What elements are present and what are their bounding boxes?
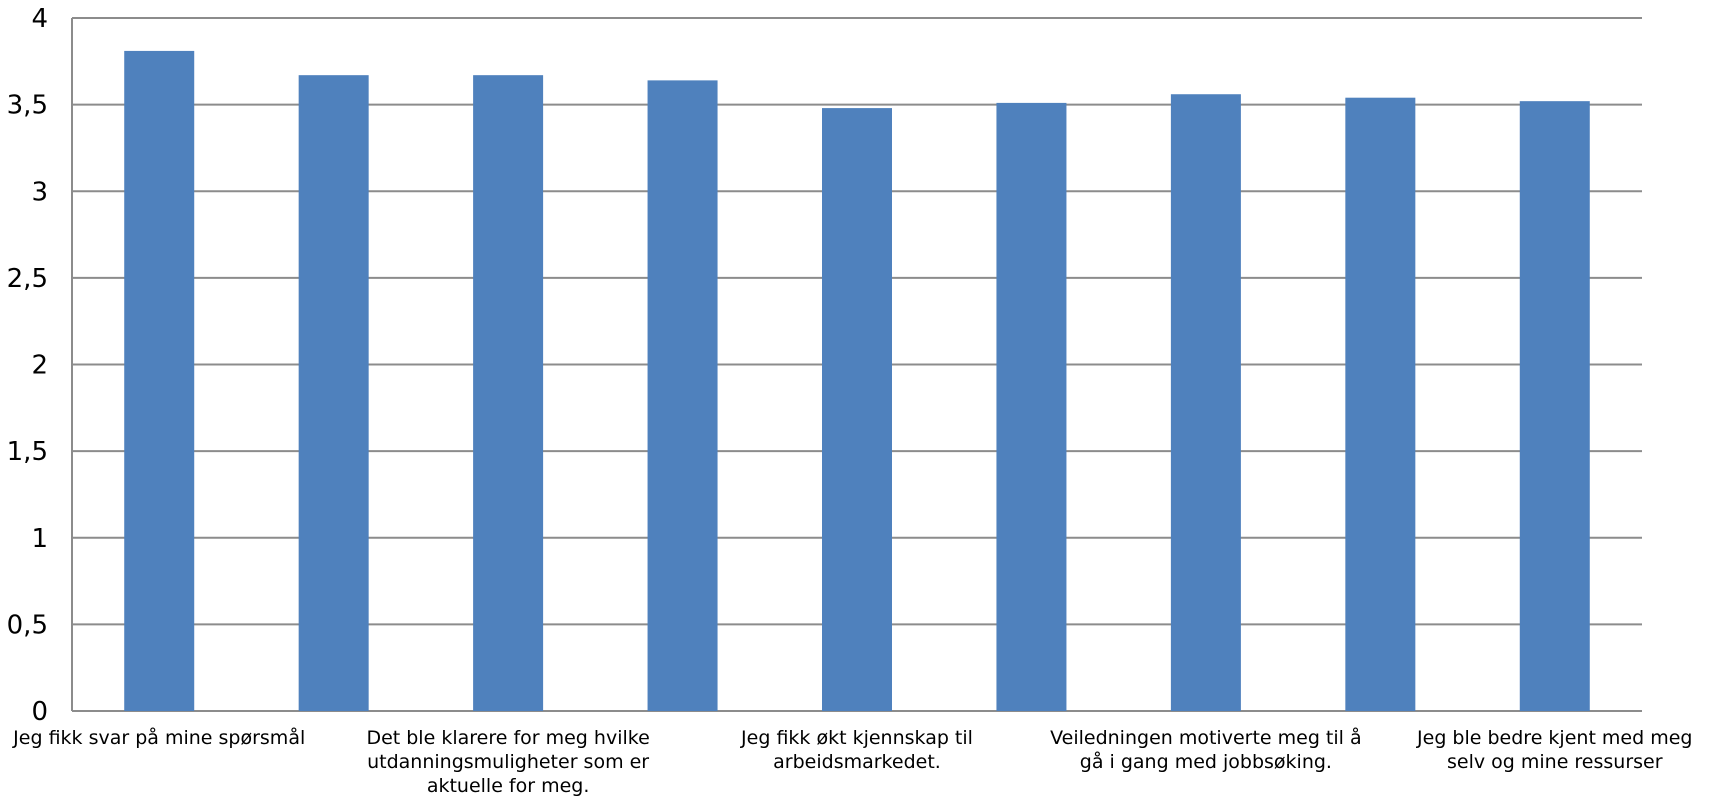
x-category-label: Jeg fikk økt kjennskap til arbeidsmarkede…	[740, 727, 973, 773]
y-axis-tick-labels: 0 0,5 1 1,5 2 2,5 3 3,5 4	[7, 4, 48, 727]
x-category-label-line: Jeg fikk svar på mine spørsmål	[12, 726, 305, 749]
x-category-label-line: selv og mine ressurser	[1447, 751, 1663, 773]
y-tick-label: 1	[31, 524, 48, 554]
x-category-label-line: Jeg fikk økt kjennskap til	[740, 727, 973, 749]
y-tick-label: 0,5	[7, 610, 48, 640]
bar	[1519, 101, 1590, 711]
x-category-label-line: Veiledningen motiverte meg til å	[1050, 726, 1362, 749]
y-tick-label: 3,5	[7, 91, 48, 121]
x-category-label: Jeg ble bedre kjent med meg selv og mine …	[1416, 727, 1692, 773]
x-category-label: Jeg fikk svar på mine spørsmål	[12, 726, 305, 749]
y-tick-label: 3	[31, 177, 48, 207]
x-category-label-line: arbeidsmarkedet.	[773, 751, 941, 773]
x-category-label-line: aktuelle for meg.	[427, 775, 590, 797]
bar	[1170, 94, 1241, 712]
y-tick-label: 4	[31, 4, 48, 34]
x-category-label-line: Det ble klarere for meg hvilke	[366, 727, 649, 749]
y-tick-label: 0	[31, 697, 48, 727]
bars	[124, 50, 1590, 712]
x-category-label-line: utdanningsmuligheter som er	[367, 751, 649, 773]
y-tick-label: 2,5	[7, 264, 48, 294]
y-tick-label: 1,5	[7, 437, 48, 467]
bar	[647, 80, 718, 712]
bar	[473, 75, 544, 712]
bar	[996, 102, 1067, 711]
x-category-label: Det ble klarere for meg hvilke utdannings…	[366, 727, 649, 797]
bar	[124, 50, 195, 712]
bar	[1345, 97, 1416, 711]
x-category-label-line: gå i gang med jobbsøking.	[1080, 750, 1332, 773]
y-tick-label: 2	[31, 351, 48, 381]
x-category-label: Veiledningen motiverte meg til å gå i gan…	[1050, 726, 1362, 773]
bar	[822, 108, 892, 712]
bar	[298, 75, 369, 712]
x-axis-category-labels: Jeg fikk svar på mine spørsmål Det ble kl…	[12, 726, 1692, 797]
x-category-label-line: Jeg ble bedre kjent med meg	[1416, 727, 1692, 749]
